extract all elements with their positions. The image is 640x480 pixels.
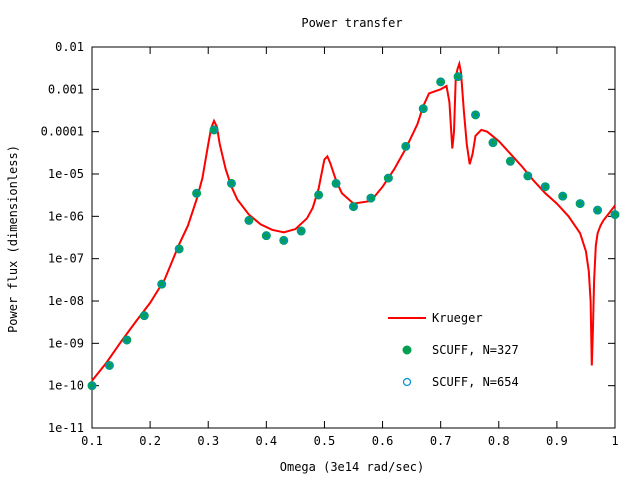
data-point-n654: [175, 245, 183, 253]
data-point-n654: [193, 189, 201, 197]
data-point-n654: [105, 361, 113, 369]
data-point-n654: [489, 139, 497, 147]
data-point-n654: [140, 312, 148, 320]
y-tick-label: 0.0001: [41, 125, 84, 139]
y-tick-label: 1e-07: [48, 252, 84, 266]
y-tick-label: 1e-10: [48, 379, 84, 393]
data-point-n654: [384, 174, 392, 182]
y-tick-label: 0.001: [48, 82, 84, 96]
data-point-n654: [262, 232, 270, 240]
legend-swatch-open-point: [402, 377, 412, 387]
x-tick-label: 0.4: [255, 434, 277, 448]
data-point-n654: [88, 382, 96, 390]
x-tick-label: 0.7: [430, 434, 452, 448]
data-point-n654: [559, 192, 567, 200]
data-point-n654: [524, 172, 532, 180]
x-tick-label: 0.3: [197, 434, 219, 448]
data-point-n654: [210, 126, 218, 134]
data-point-n654: [297, 227, 305, 235]
x-tick-label: 0.5: [314, 434, 336, 448]
x-tick-label: 0.9: [546, 434, 568, 448]
data-point-n654: [454, 73, 462, 81]
y-tick-label: 1e-05: [48, 167, 84, 181]
data-point-n654: [280, 236, 288, 244]
data-point-n654: [227, 179, 235, 187]
data-point-n654: [576, 200, 584, 208]
data-point-n654: [541, 183, 549, 191]
y-tick-label: 1e-11: [48, 421, 84, 435]
x-tick-label: 1: [611, 434, 618, 448]
x-tick-label: 0.6: [372, 434, 394, 448]
data-point-n654: [611, 211, 619, 219]
data-point-n654: [315, 191, 323, 199]
data-point-n654: [472, 111, 480, 119]
data-point-n654: [367, 194, 375, 202]
y-tick-label: 0.01: [55, 40, 84, 54]
data-point-n654: [594, 206, 602, 214]
series-layer: [87, 59, 620, 391]
y-tick-label: 1e-08: [48, 294, 84, 308]
legend-label: SCUFF, N=327: [432, 343, 519, 357]
data-point-n654: [350, 203, 357, 211]
axis-ticks: 0.1 0.2 0.3 0.4 0.5 0.6 0.7 0.8 0.9 1 1e-11 1e-10 1e…: [41, 40, 619, 448]
data-point-n654: [437, 78, 445, 86]
data-point-n654: [402, 142, 410, 150]
legend-label: SCUFF, N=654: [432, 375, 519, 389]
x-tick-label: 0.8: [488, 434, 510, 448]
plot-frame: [91, 46, 616, 429]
y-axis-label: Power flux (dimensionless): [6, 145, 20, 333]
data-point-n654: [123, 336, 131, 344]
y-tick-label: 1e-06: [48, 209, 84, 223]
y-tick-label: 1e-09: [48, 336, 84, 350]
legend-label: Krueger: [432, 311, 483, 325]
data-point-n654: [245, 216, 253, 224]
data-point-n654: [506, 157, 514, 165]
series-line-krueger: [91, 59, 616, 382]
x-tick-label: 0.2: [139, 434, 161, 448]
data-point-n654: [332, 179, 340, 187]
data-point-n654: [419, 105, 427, 113]
chart-title: Power transfer: [301, 16, 402, 30]
x-tick-label: 0.1: [81, 434, 103, 448]
legend-swatch-filled-point: [402, 345, 412, 355]
legend: Krueger SCUFF, N=327 SCUFF, N=654: [388, 311, 519, 389]
data-point-n654: [158, 280, 166, 288]
x-axis-label: Omega (3e14 rad/sec): [280, 460, 425, 474]
